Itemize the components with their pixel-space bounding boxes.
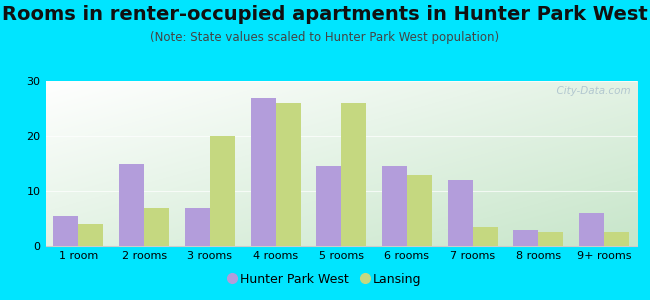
- Bar: [317, 166, 341, 246]
- Bar: [119, 164, 144, 246]
- Bar: [210, 136, 235, 246]
- Bar: [185, 208, 210, 246]
- Bar: [579, 213, 604, 246]
- Bar: [538, 232, 564, 246]
- Bar: [250, 98, 276, 246]
- Text: City-Data.com: City-Data.com: [551, 86, 631, 96]
- Text: Rooms in renter-occupied apartments in Hunter Park West: Rooms in renter-occupied apartments in H…: [2, 4, 648, 23]
- Bar: [53, 216, 79, 246]
- Bar: [604, 232, 629, 246]
- Bar: [276, 103, 300, 246]
- Legend: Hunter Park West, Lansing: Hunter Park West, Lansing: [224, 268, 426, 291]
- Bar: [473, 227, 498, 246]
- Bar: [448, 180, 473, 246]
- Bar: [341, 103, 366, 246]
- Bar: [514, 230, 538, 246]
- Text: (Note: State values scaled to Hunter Park West population): (Note: State values scaled to Hunter Par…: [150, 32, 500, 44]
- Bar: [79, 224, 103, 246]
- Bar: [407, 175, 432, 246]
- Bar: [382, 166, 407, 246]
- Bar: [144, 208, 169, 246]
